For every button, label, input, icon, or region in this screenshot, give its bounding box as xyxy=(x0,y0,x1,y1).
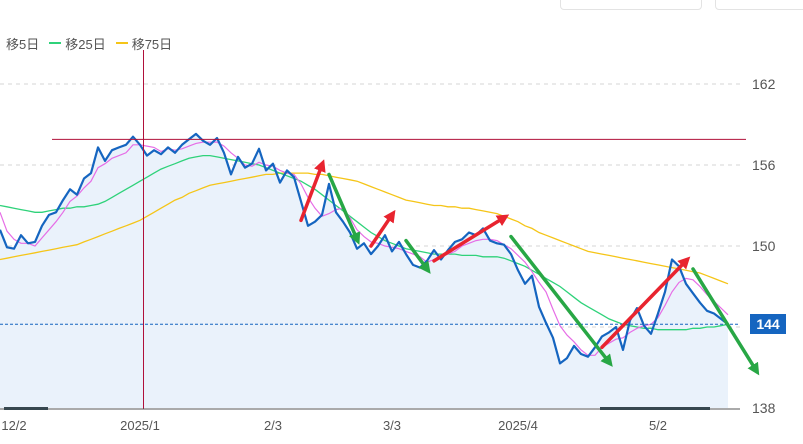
down-trend-arrow xyxy=(509,234,613,367)
x-axis-ticks: 12/2 2025/1 2/3 3/3 2025/4 5/2 xyxy=(1,418,667,433)
up-trend-arrow xyxy=(600,256,691,349)
y-tick-label: 138 xyxy=(752,400,776,416)
x-axis-bar-right xyxy=(600,407,710,410)
toolbar-button[interactable] xyxy=(560,0,702,10)
down-trend-arrow xyxy=(404,238,431,274)
x-axis-bar-left xyxy=(4,407,48,410)
toolbar-button-secondary[interactable] xyxy=(715,0,803,10)
legend-item-ma25: 移25日 xyxy=(49,34,106,53)
y-tick-label: 156 xyxy=(752,157,776,173)
trend-arrows xyxy=(299,159,760,376)
up-trend-arrow xyxy=(299,159,326,223)
ma25-line xyxy=(0,154,729,331)
x-tick-label: 5/2 xyxy=(649,418,667,433)
legend-label: 移75日 xyxy=(131,36,173,52)
price-area-fill xyxy=(0,133,728,408)
y-tick-label: 150 xyxy=(752,238,776,254)
x-tick-label: 3/3 xyxy=(383,418,401,433)
x-tick-label: 12/2 xyxy=(1,418,26,433)
legend: 移5日 移25日 移75日 xyxy=(6,33,172,53)
current-price-badge: 144 xyxy=(750,314,786,335)
x-tick-label: 2/3 xyxy=(264,418,282,433)
legend-item-ma75: 移75日 xyxy=(115,34,173,53)
legend-label: 移5日 xyxy=(6,36,40,52)
up-trend-arrow xyxy=(432,214,510,263)
up-trend-arrow xyxy=(369,209,396,248)
x-tick-label: 2025/1 xyxy=(120,418,160,433)
x-tick-label: 2025/4 xyxy=(498,418,538,433)
legend-label: 移25日 xyxy=(65,36,106,52)
y-axis-ticks: 162 156 150 138 xyxy=(752,76,776,416)
price-line xyxy=(0,132,729,365)
y-tick-label: 162 xyxy=(752,76,776,92)
legend-swatch xyxy=(115,42,128,44)
ma75-line xyxy=(0,172,729,285)
legend-swatch xyxy=(49,42,62,44)
down-trend-arrow xyxy=(691,267,760,376)
down-trend-arrow xyxy=(327,172,361,245)
legend-item-ma5: 移5日 xyxy=(6,34,39,53)
